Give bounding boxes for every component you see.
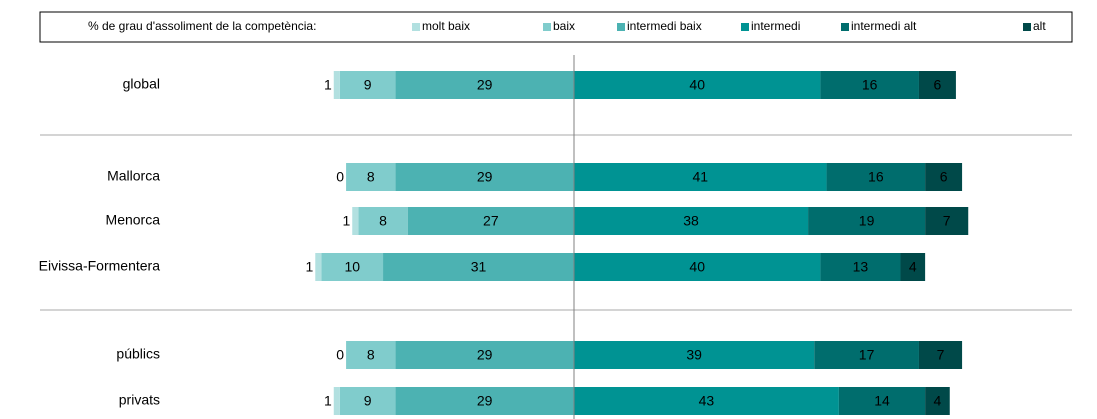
bar-segment bbox=[407, 207, 574, 235]
data-label: 10 bbox=[344, 259, 360, 275]
data-label: 19 bbox=[859, 213, 875, 229]
bar-segment bbox=[574, 253, 821, 281]
legend-swatch bbox=[841, 23, 849, 31]
bar-segment bbox=[352, 207, 359, 235]
bar-segment bbox=[383, 253, 574, 281]
data-label: 39 bbox=[686, 347, 702, 363]
data-label: 8 bbox=[379, 213, 387, 229]
bar-segment bbox=[339, 387, 396, 415]
category-label: privats bbox=[119, 392, 160, 408]
bar-segment bbox=[346, 163, 396, 191]
bar-segment bbox=[346, 341, 396, 369]
data-label: 0 bbox=[336, 347, 344, 363]
data-label: 9 bbox=[364, 393, 372, 409]
data-label: 38 bbox=[683, 213, 699, 229]
data-label: 29 bbox=[477, 169, 493, 185]
bar-segment bbox=[826, 163, 926, 191]
bar-segment bbox=[918, 71, 956, 99]
bar-segment bbox=[358, 207, 408, 235]
data-label: 43 bbox=[699, 393, 715, 409]
bar-segment bbox=[900, 253, 926, 281]
category-label: Mallorca bbox=[107, 168, 160, 184]
category-label: global bbox=[123, 76, 160, 92]
data-label: 8 bbox=[367, 347, 375, 363]
bar-segment bbox=[315, 253, 322, 281]
data-label: 1 bbox=[324, 393, 332, 409]
data-label: 29 bbox=[477, 77, 493, 93]
data-label: 17 bbox=[859, 347, 875, 363]
data-label: 1 bbox=[305, 259, 313, 275]
legend-box bbox=[39, 11, 1073, 43]
data-label: 8 bbox=[367, 169, 375, 185]
category-label: Eivissa-Formentera bbox=[39, 258, 161, 274]
legend-title: % de grau d'assoliment de la competència… bbox=[88, 19, 316, 33]
bar-segment bbox=[574, 163, 827, 191]
data-label: 4 bbox=[934, 393, 942, 409]
bar-segment bbox=[321, 253, 384, 281]
category-label: públics bbox=[116, 346, 160, 362]
data-label: 0 bbox=[336, 169, 344, 185]
legend-label: intermedi bbox=[751, 19, 800, 33]
data-label: 7 bbox=[937, 347, 945, 363]
bar-segment bbox=[395, 163, 574, 191]
bar-segment bbox=[395, 71, 574, 99]
legend-label: alt bbox=[1033, 19, 1046, 33]
bar-segment bbox=[574, 341, 815, 369]
bar-segment bbox=[395, 387, 574, 415]
bar-segment bbox=[333, 71, 340, 99]
legend-label: molt baix bbox=[422, 19, 470, 33]
bar-segment bbox=[574, 207, 809, 235]
bar-segment bbox=[574, 387, 839, 415]
bar-segment bbox=[395, 341, 574, 369]
category-label: Menorca bbox=[106, 212, 161, 228]
bar-segment bbox=[814, 341, 919, 369]
data-label: 9 bbox=[364, 77, 372, 93]
data-label: 6 bbox=[934, 77, 942, 93]
data-label: 31 bbox=[471, 259, 487, 275]
data-label: 4 bbox=[909, 259, 917, 275]
data-label: 41 bbox=[692, 169, 708, 185]
data-label: 40 bbox=[689, 259, 705, 275]
legend-swatch bbox=[741, 23, 749, 31]
bar-segment bbox=[925, 387, 950, 415]
data-label: 6 bbox=[940, 169, 948, 185]
data-label: 40 bbox=[689, 77, 705, 93]
bar-segment bbox=[820, 71, 919, 99]
bar-segment bbox=[333, 387, 340, 415]
legend-swatch bbox=[412, 23, 420, 31]
data-label: 14 bbox=[874, 393, 890, 409]
data-label: 1 bbox=[342, 213, 350, 229]
data-label: 13 bbox=[853, 259, 869, 275]
data-label: 29 bbox=[477, 347, 493, 363]
data-label: 27 bbox=[483, 213, 499, 229]
bar-segment bbox=[339, 71, 396, 99]
bar-segment bbox=[925, 163, 963, 191]
data-label: 7 bbox=[943, 213, 951, 229]
data-label: 1 bbox=[324, 77, 332, 93]
bar-segment bbox=[808, 207, 926, 235]
legend-label: intermedi alt bbox=[851, 19, 917, 33]
legend-swatch bbox=[617, 23, 625, 31]
bar-segment bbox=[820, 253, 901, 281]
legend-swatch bbox=[1023, 23, 1031, 31]
legend-label: baix bbox=[553, 19, 575, 33]
bar-segment bbox=[574, 71, 821, 99]
bar-segment bbox=[838, 387, 926, 415]
legend-label: intermedi baix bbox=[627, 19, 702, 33]
data-label: 29 bbox=[477, 393, 493, 409]
data-label: 16 bbox=[862, 77, 878, 93]
data-label: 16 bbox=[868, 169, 884, 185]
bar-segment bbox=[918, 341, 963, 369]
legend-swatch bbox=[543, 23, 551, 31]
bar-segment bbox=[925, 207, 969, 235]
